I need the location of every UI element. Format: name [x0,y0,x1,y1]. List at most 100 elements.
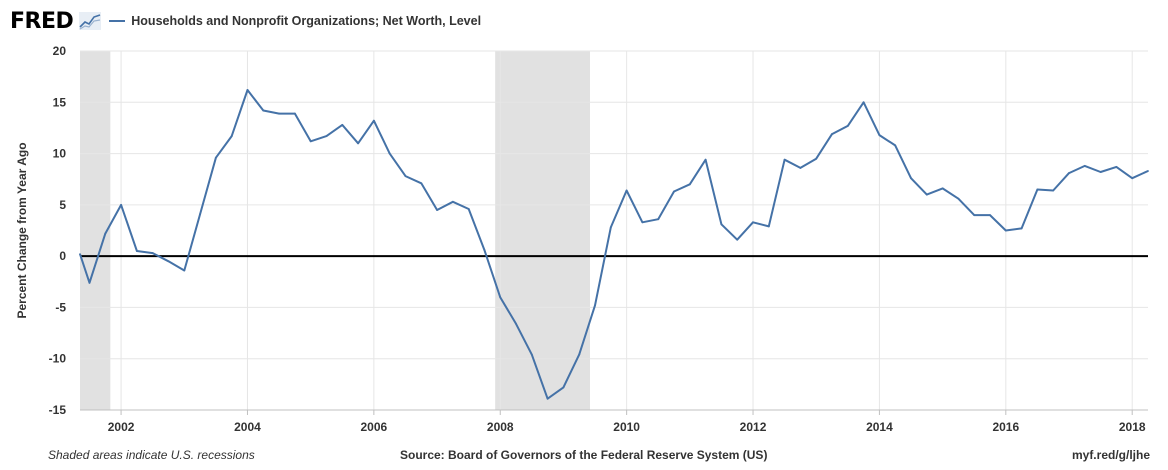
y-tick-label: 20 [53,44,67,58]
y-tick-label: 0 [59,249,66,263]
data-point [1147,170,1149,172]
axis-labels: 20 15 10 5 0 -5 -10 -15 2002 2004 2006 2008 2010 2012… [15,44,1146,434]
data-point [420,182,423,185]
data-point [957,197,960,200]
series-line [79,89,1149,400]
y-tick-label: -5 [55,300,66,314]
data-point [1020,227,1023,230]
recession-bands [80,51,590,410]
data-point [104,232,107,235]
data-point [325,135,328,138]
data-point [625,189,628,192]
data-point [151,252,154,254]
x-tick-label: 2006 [361,420,388,434]
data-point [862,101,865,104]
data-point [388,152,391,155]
data-point [1099,171,1102,173]
x-tick-label: 2014 [866,420,893,434]
y-tick-label: -10 [49,352,67,366]
data-point [372,119,375,122]
data-point [309,140,312,143]
chart-header: FRED Households and Nonprofit Organizati… [10,8,481,34]
data-point [436,209,438,211]
data-point [278,112,280,115]
data-point [1115,166,1118,168]
data-point [736,238,739,241]
x-tick-label: 2018 [1119,420,1146,434]
data-point [1036,188,1039,191]
data-point [1004,229,1007,232]
data-point [799,167,802,169]
data-point [910,177,912,180]
fred-logo-chart-icon [79,12,102,30]
data-point [515,322,517,325]
data-point [246,89,249,91]
data-point [546,397,549,400]
data-point [262,109,265,112]
data-point [499,296,502,299]
legend-swatch [109,20,126,22]
y-tick-label: 5 [59,198,66,212]
data-point [230,135,233,138]
y-tick-label: -15 [49,403,67,417]
recession-note: Shaded areas indicate U.S. recessions [48,448,255,462]
data-point [120,203,122,206]
data-point [752,221,754,224]
data-point [973,214,976,217]
data-point [831,133,833,135]
data-point [483,249,486,251]
data-point [88,281,91,284]
x-tick-label: 2016 [992,420,1019,434]
data-point [167,260,170,263]
data-point [404,175,407,178]
data-point [135,250,138,252]
data-point [641,221,644,224]
data-point [1083,164,1086,167]
x-tick-label: 2010 [613,420,640,434]
data-point [688,183,691,186]
data-point [1052,189,1055,192]
data-point [214,156,217,159]
data-point [846,124,849,127]
gridlines [80,50,1148,415]
x-tick-label: 2002 [108,420,135,434]
data-point [704,158,707,161]
data-point [530,353,533,356]
data-point [451,200,454,203]
data-point [562,386,565,389]
recession-band [495,51,590,410]
data-point [578,353,581,356]
data-point [609,226,612,229]
data-point [815,157,818,160]
data-point [894,144,897,147]
data-point [767,225,770,228]
data-point [341,123,344,126]
data-point [878,134,881,137]
x-tick-label: 2004 [234,420,261,434]
data-point [720,223,723,226]
y-tick-label: 10 [53,147,67,161]
x-tick-label: 2008 [487,420,514,434]
x-tick-label: 2012 [740,420,767,434]
data-point [1131,177,1134,180]
data-point [594,304,596,307]
data-point [783,158,786,161]
short-url-link[interactable]: myf.red/g/ljhe [1071,448,1150,462]
data-point [657,218,660,221]
data-point [79,253,81,255]
data-point [989,214,991,217]
series-lines [79,89,1149,400]
data-point [467,208,470,210]
data-point [941,187,944,190]
recession-band [80,51,111,410]
data-point [673,190,675,193]
data-point [925,193,928,196]
y-tick-label: 15 [53,95,67,109]
source-text: Source: Board of Governors of the Federa… [400,448,768,462]
data-point [1068,172,1070,174]
y-axis-title: Percent Change from Year Ago [15,142,29,318]
data-point [183,269,186,272]
fred-logo: FRED [10,8,74,34]
